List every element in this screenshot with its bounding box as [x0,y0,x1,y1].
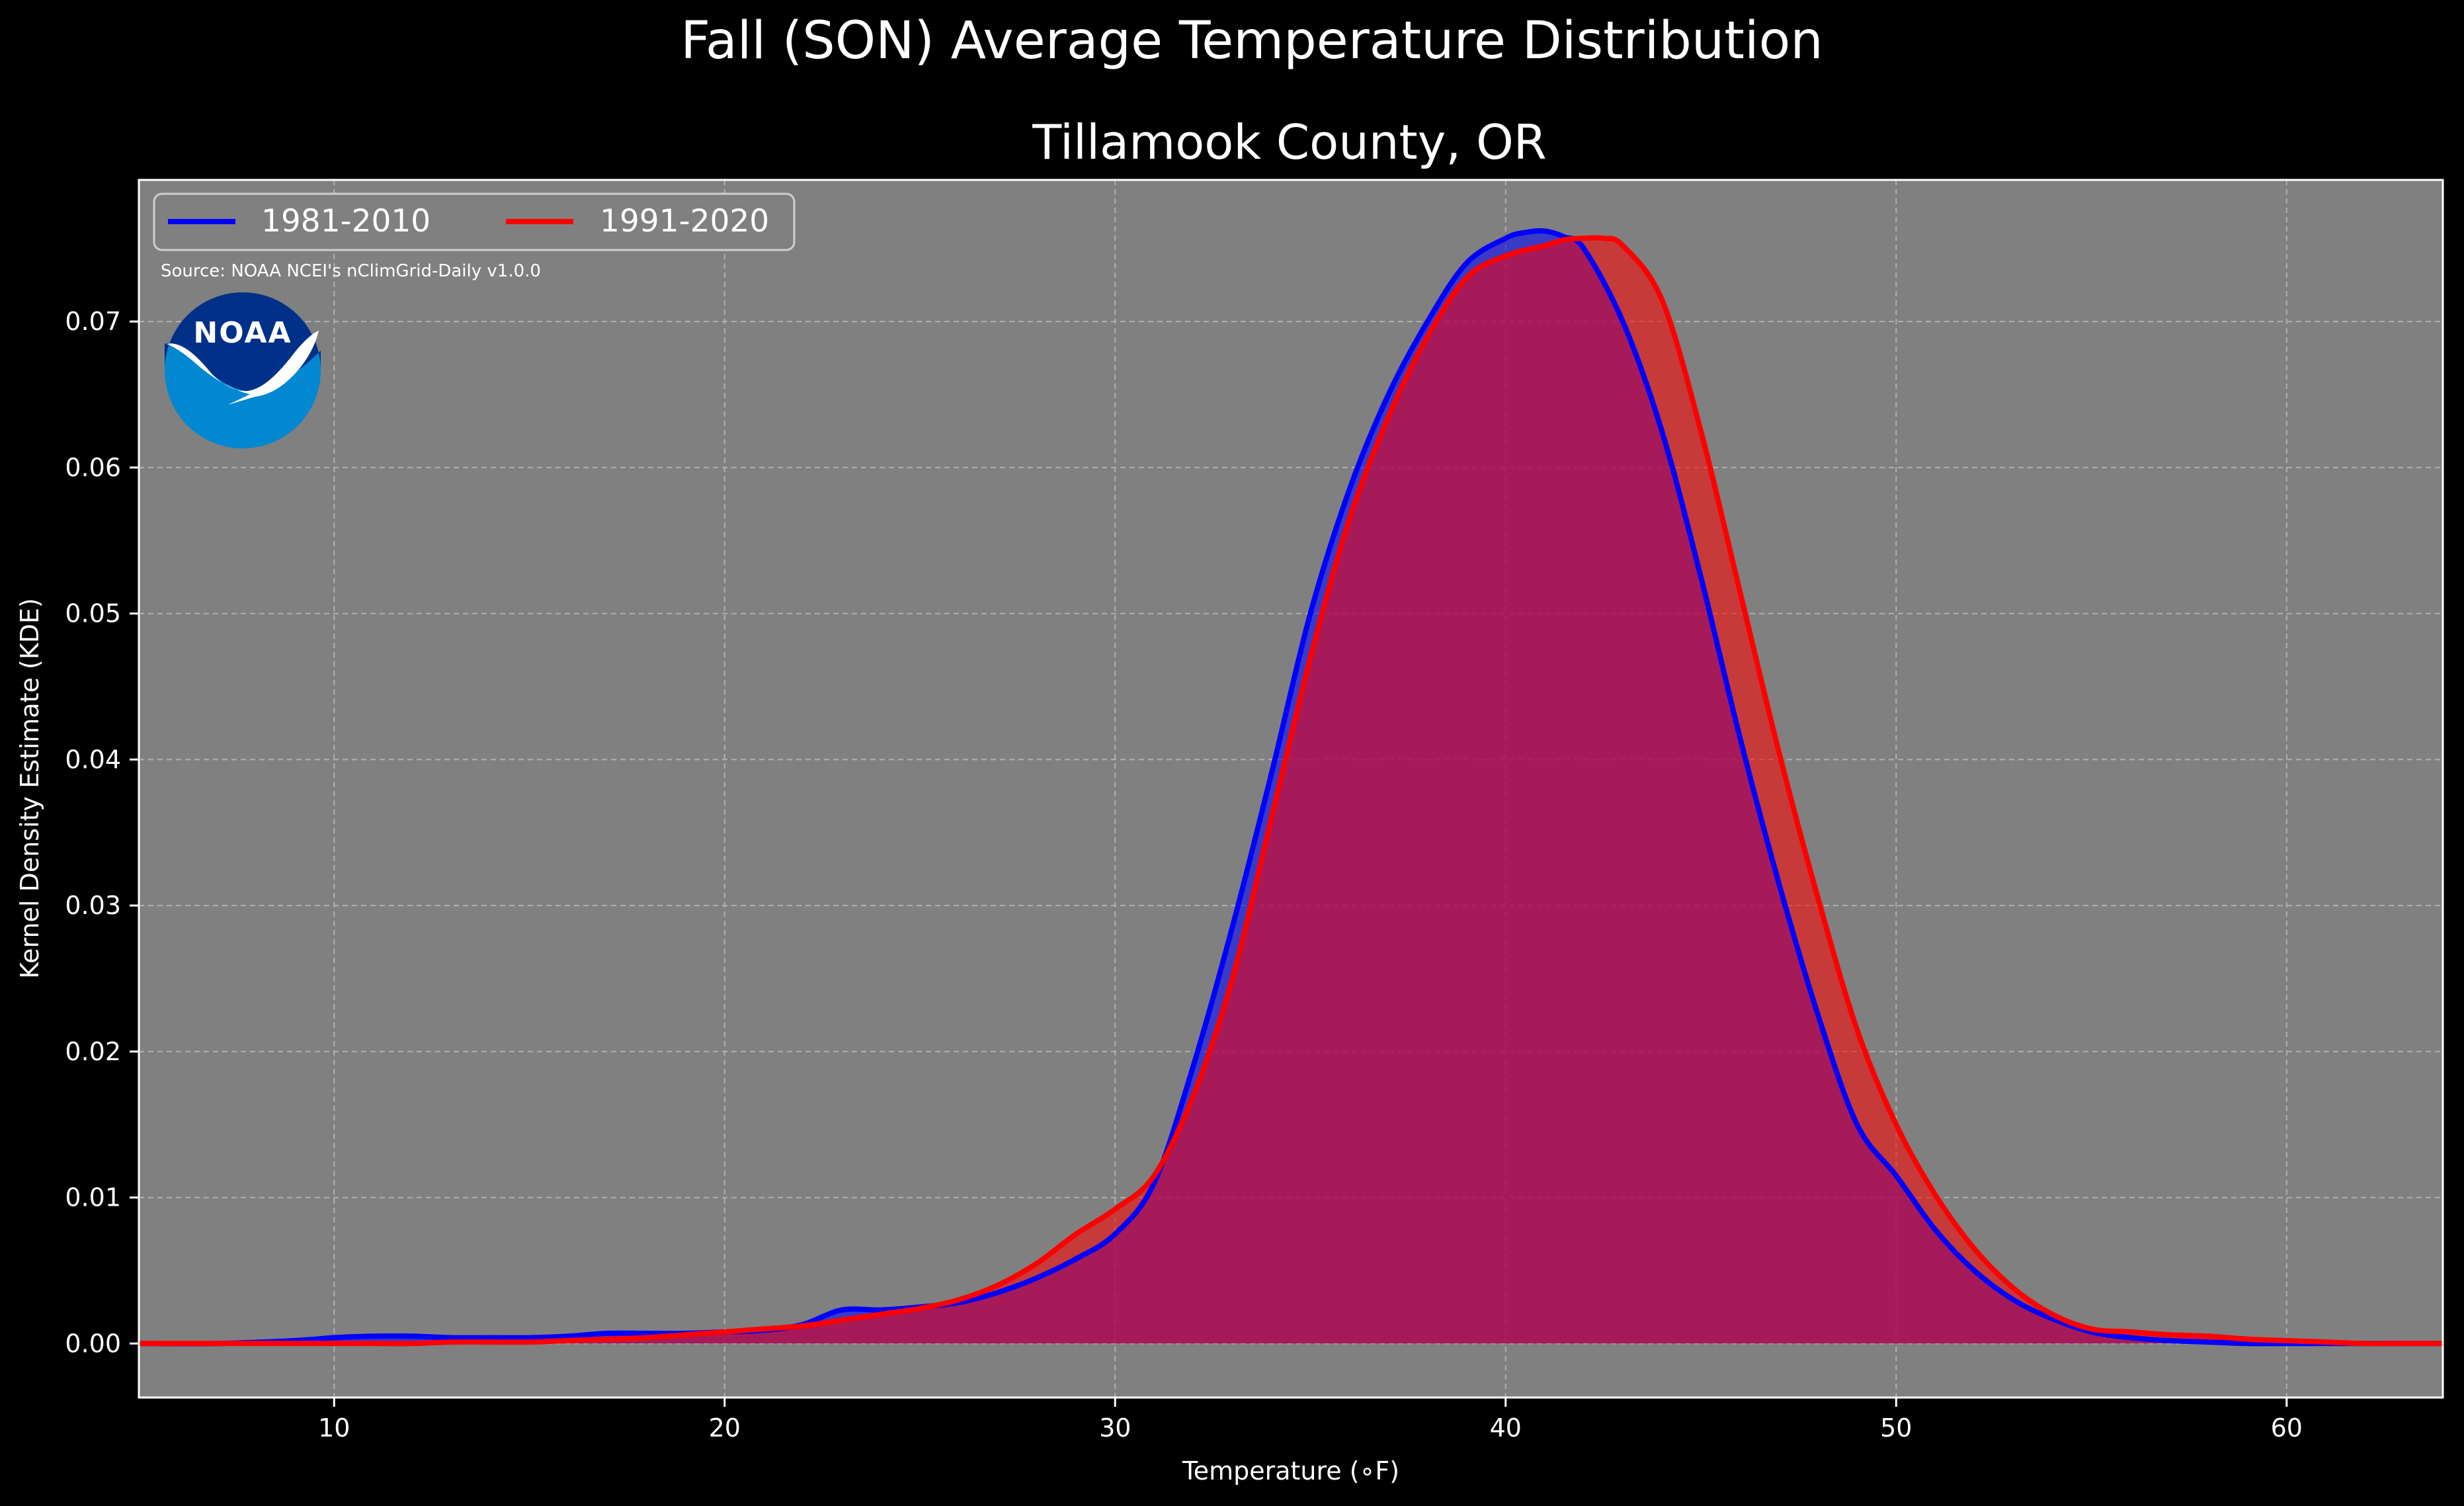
x-tick-label: 10 [318,1413,350,1443]
x-axis: 10 20 30 40 50 60 [318,1398,2303,1443]
x-tick-label: 40 [1490,1413,1522,1443]
y-tick-label: 0.04 [65,745,121,774]
legend-label-1991-2020: 1991-2020 [600,203,769,239]
x-tick-label: 60 [2271,1413,2303,1443]
chart-subtitle: Tillamook County, OR [1032,114,1547,170]
line-1981-2010 [138,228,2443,1347]
y-axis-label: Kernel Density Estimate (KDE) [15,598,44,979]
x-tick-label: 50 [1880,1413,1912,1443]
chart-title: Fall (SON) Average Temperature Distribut… [680,11,1823,71]
legend-label-1981-2010: 1981-2010 [261,203,431,239]
legend[interactable]: 1981-2010 1991-2020 [153,192,796,251]
noaa-logo: NOAA [165,292,321,448]
y-tick-label: 0.00 [65,1329,121,1358]
y-tick-label: 0.03 [65,891,121,920]
y-tick-label: 0.01 [65,1183,121,1212]
line-1991-2020 [138,235,2443,1347]
legend-box [153,192,796,251]
x-tick-label: 30 [1099,1413,1131,1443]
y-tick-label: 0.05 [65,599,121,628]
density-lines [138,228,2443,1347]
y-axis: 0.00 0.01 0.02 0.03 0.04 0.05 0.06 0.07 [65,307,139,1358]
x-tick-label: 20 [709,1413,741,1443]
y-tick-label: 0.02 [65,1037,121,1066]
density-fills [139,230,2443,1344]
x-axis-label: Temperature (∘F) [1182,1456,1399,1485]
plot-frame [138,179,2444,1399]
area-1991-2020 [139,237,2443,1344]
y-tick-label: 0.07 [65,307,121,336]
source-note: Source: NOAA NCEI's nClimGrid-Daily v1.0… [161,261,541,281]
noaa-logo-text: NOAA [193,316,292,350]
y-tick-label: 0.06 [65,453,121,482]
